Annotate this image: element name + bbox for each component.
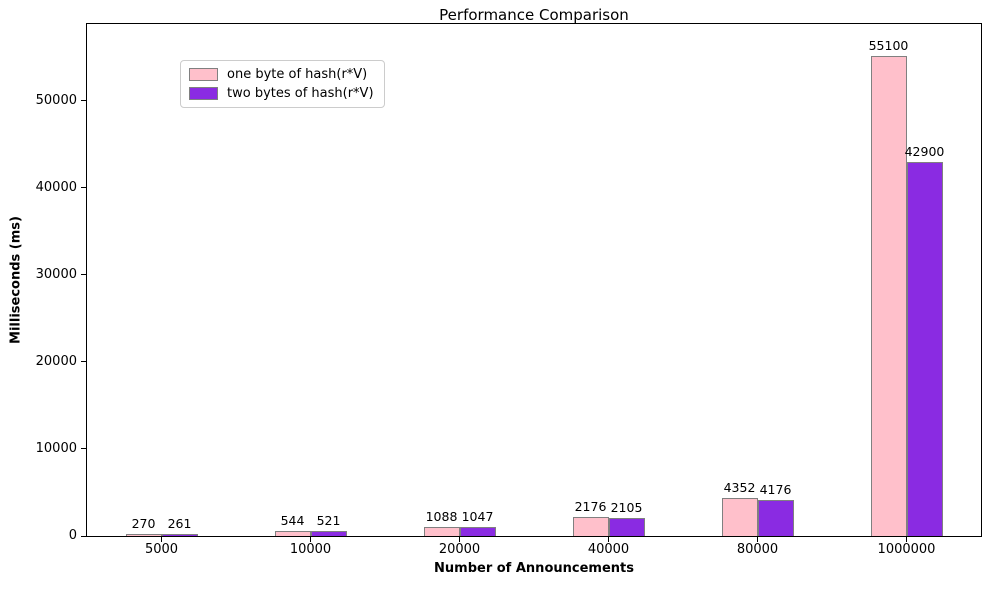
legend-swatch-icon <box>189 68 218 81</box>
bar-value-label: 4176 <box>759 481 792 497</box>
legend-item: two bytes of hash(r*V) <box>189 86 374 101</box>
bar-two-byte-5000 <box>161 533 198 536</box>
x-tick-label: 80000 <box>736 542 779 557</box>
x-tick-label: 5000 <box>144 542 179 557</box>
bar-two-byte-10000 <box>310 531 347 536</box>
legend-swatch-icon <box>189 87 218 100</box>
legend: one byte of hash(r*V) two bytes of hash(r… <box>180 60 385 108</box>
y-tick-mark <box>81 274 86 276</box>
x-tick-mark <box>310 537 311 542</box>
x-axis-label: Number of Announcements <box>434 561 634 576</box>
bar-value-label: 521 <box>316 513 341 529</box>
legend-label: one byte of hash(r*V) <box>227 67 368 82</box>
bar-value-label: 42900 <box>904 144 945 160</box>
y-tick-label: 40000 <box>35 179 77 195</box>
x-tick-label: 1000000 <box>877 542 936 557</box>
bar-one-byte-5000 <box>125 533 162 536</box>
bar-one-byte-20000 <box>423 526 460 536</box>
y-tick-mark <box>81 361 86 363</box>
plot-area: 270 261 544 521 1088 1047 2176 2105 4352 4176 5510… <box>86 23 982 537</box>
bar-value-label: 2105 <box>610 499 643 515</box>
bar-value-label: 55100 <box>868 38 909 54</box>
x-tick-mark <box>906 537 907 542</box>
y-tick-label: 30000 <box>35 266 77 282</box>
bar-value-label: 1047 <box>461 508 494 524</box>
x-tick-mark <box>608 537 609 542</box>
legend-label: two bytes of hash(r*V) <box>227 86 374 101</box>
y-tick-mark <box>81 448 86 450</box>
x-tick-label: 20000 <box>438 542 481 557</box>
bar-one-byte-40000 <box>572 517 609 536</box>
x-tick-mark <box>459 537 460 542</box>
bar-value-label: 270 <box>131 515 156 531</box>
bar-value-label: 4352 <box>723 480 756 496</box>
y-tick-mark <box>81 100 86 102</box>
bar-two-byte-80000 <box>757 499 794 536</box>
legend-item: one byte of hash(r*V) <box>189 67 374 82</box>
bar-value-label: 1088 <box>425 508 458 524</box>
y-tick-label: 0 <box>68 528 77 543</box>
y-tick-mark <box>81 187 86 189</box>
bar-two-byte-40000 <box>608 517 645 536</box>
chart-title: Performance Comparison <box>439 6 629 24</box>
x-tick-label: 10000 <box>289 542 332 557</box>
bar-value-label: 544 <box>280 513 305 529</box>
bar-value-label: 2176 <box>574 499 607 515</box>
y-tick-mark <box>81 535 86 537</box>
bar-two-byte-20000 <box>459 526 496 536</box>
x-tick-mark <box>161 537 162 542</box>
y-tick-label: 20000 <box>35 353 77 369</box>
bar-value-label: 261 <box>167 515 192 531</box>
bar-one-byte-1000000 <box>870 56 907 536</box>
x-tick-mark <box>757 537 758 542</box>
x-tick-label: 40000 <box>587 542 630 557</box>
bar-one-byte-80000 <box>721 498 758 536</box>
y-tick-label: 50000 <box>35 92 77 108</box>
bar-two-byte-1000000 <box>906 162 943 536</box>
bar-one-byte-10000 <box>274 531 311 536</box>
y-tick-label: 10000 <box>35 440 77 456</box>
